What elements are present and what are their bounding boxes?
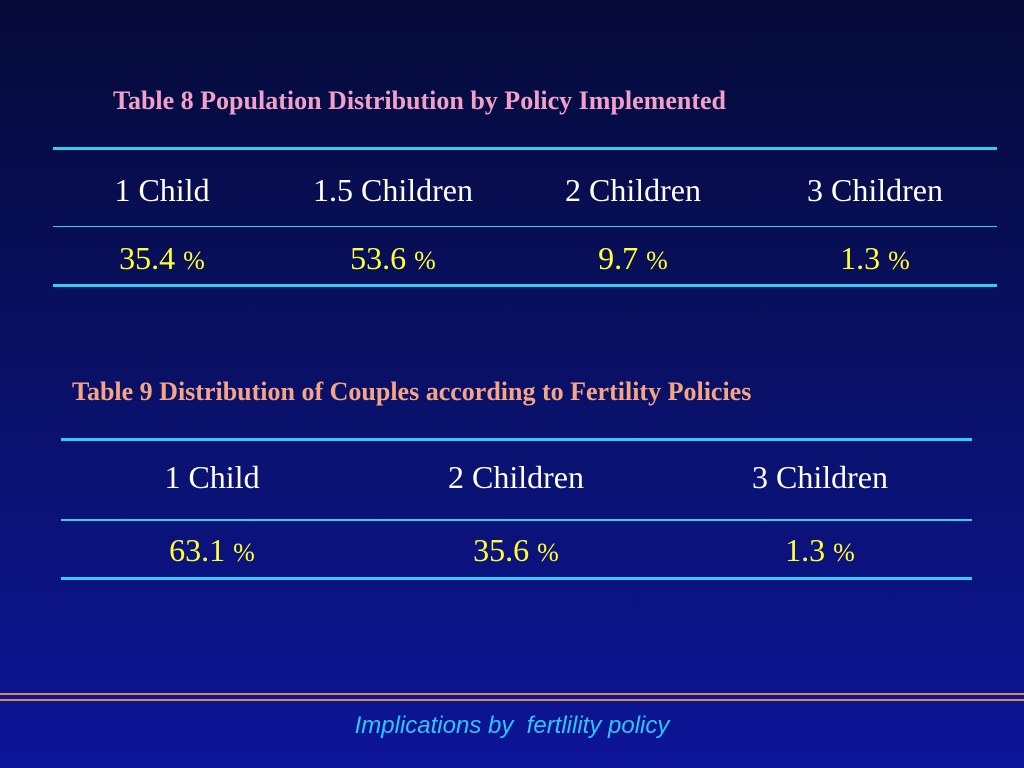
- table-9-value-1-child: 63.1 %: [169, 532, 255, 568]
- table-8-value-1-5-children: 53.6 %: [350, 240, 436, 276]
- table-9-title: Table 9 Distribution of Couples accordin…: [72, 377, 752, 406]
- table-8-title: Table 8 Population Distribution by Polic…: [113, 86, 726, 115]
- footer-caption: Implications by fertlility policy: [354, 712, 670, 739]
- table-9-middle-rule: [61, 519, 972, 521]
- table-8-header-1-child: 1 Child: [114, 172, 210, 208]
- table-8-bottom-rule: [53, 284, 997, 287]
- table-8-middle-rule: [53, 226, 997, 227]
- table-9-header-1-child: 1 Child: [164, 459, 260, 495]
- percent-sign: %: [414, 246, 436, 275]
- table-9-top-rule: [61, 438, 972, 441]
- footer-rule-top: [0, 693, 1024, 695]
- table-9-header-2-children: 2 Children: [448, 459, 584, 495]
- percent-sign: %: [183, 246, 205, 275]
- percent-sign: %: [537, 538, 559, 567]
- table-9-value-3-children: 1.3 %: [785, 532, 855, 568]
- footer-rule-bottom: [0, 699, 1024, 701]
- table-8-value-1-child: 35.4 %: [119, 240, 205, 276]
- table-9-header-3-children: 3 Children: [752, 459, 888, 495]
- table-8-value-2-children: 9.7 %: [598, 240, 668, 276]
- table-8-value-3-children: 1.3 %: [840, 240, 910, 276]
- percent-sign: %: [833, 538, 855, 567]
- percent-sign: %: [888, 246, 910, 275]
- table-8-header-1-5-children: 1.5 Children: [313, 172, 473, 208]
- percent-sign: %: [646, 246, 668, 275]
- table-8-header-2-children: 2 Children: [565, 172, 701, 208]
- percent-sign: %: [233, 538, 255, 567]
- table-9-bottom-rule: [61, 577, 972, 580]
- table-8-top-rule: [53, 147, 997, 150]
- table-9-value-2-children: 35.6 %: [473, 532, 559, 568]
- table-8-header-3-children: 3 Children: [807, 172, 943, 208]
